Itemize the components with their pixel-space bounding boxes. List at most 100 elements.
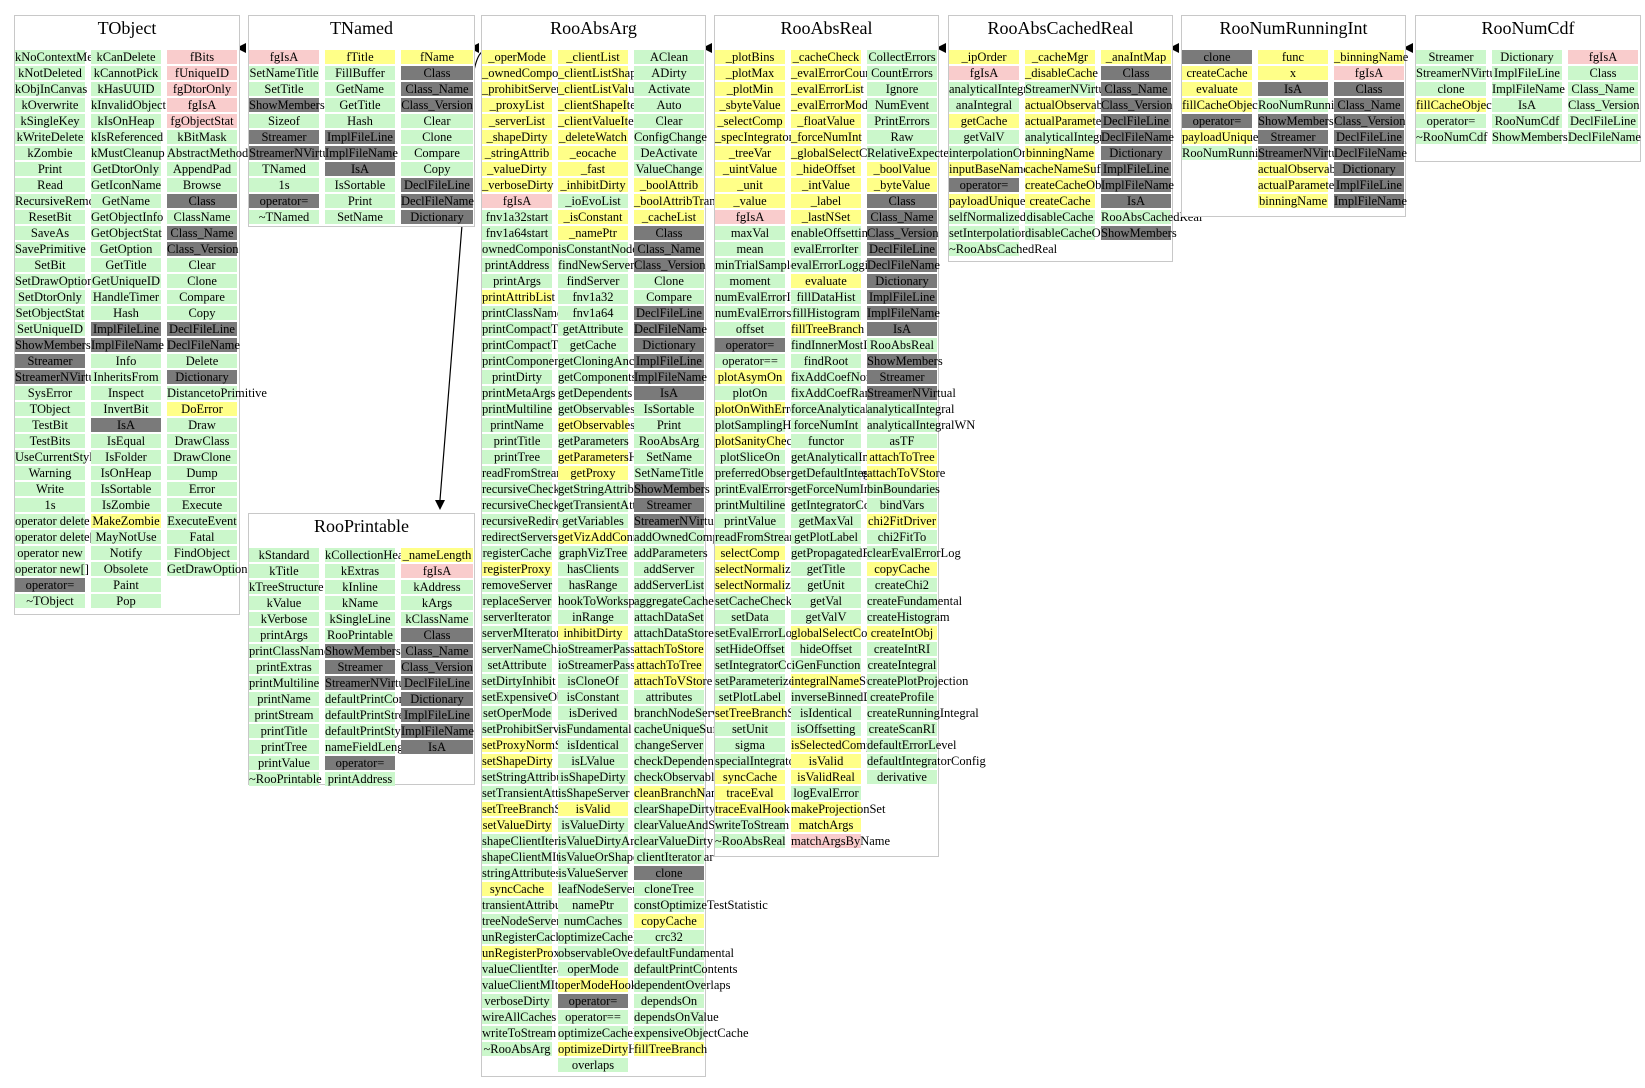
member-delete: Delete (167, 354, 237, 368)
member-getproxy: getProxy (558, 466, 628, 480)
member-executeevent: ExecuteEvent (167, 514, 237, 528)
member-implfileline: ImplFileLine (1101, 162, 1171, 176)
member-createcacheobject: createCacheObject (1025, 178, 1120, 192)
member-implfileline: ImplFileLine (325, 130, 395, 144)
member-kstandard: kStandard (249, 548, 319, 562)
member-implfileline: ImplFileLine (401, 708, 473, 722)
member-drawclass: DrawClass (167, 434, 237, 448)
member-kname: kName (325, 596, 395, 610)
member-tnamed: ~TNamed (249, 210, 319, 224)
member-printvalue: printValue (249, 756, 319, 770)
member-kobjincanvas: kObjInCanvas (15, 82, 88, 96)
member-streamernvirtual: StreamerNVirtual (325, 676, 414, 690)
member-clone: Clone (634, 274, 704, 288)
member-overlaps: overlaps (558, 1058, 628, 1072)
member-column: kCanDelete kCannotPick kHasUUID kInvalidObj… (91, 50, 166, 610)
member-evaluate: evaluate (1182, 82, 1252, 96)
member-funiqueid: fUniqueID (167, 66, 237, 80)
member-browse: Browse (167, 178, 237, 192)
member-clientlist: _clientList (558, 50, 628, 64)
member-tnamed: TNamed (249, 162, 319, 176)
member-selfnormalized: selfNormalized (949, 210, 1027, 224)
member-gettitle: GetTitle (91, 258, 161, 272)
member-implfileline: ImplFileLine (634, 354, 704, 368)
member-iostreamerpass2: ioStreamerPass2 (558, 642, 642, 656)
member-filldatahist: fillDataHist (791, 290, 861, 304)
member-knocontextmenu: kNoContextMenu (15, 50, 106, 64)
member-kextras: kExtras (325, 564, 395, 578)
member-servermiterator: serverMIterator (482, 626, 561, 640)
member-column: CollectErrors CountErrors Ignore NumEvent Pr… (867, 50, 986, 786)
member-getparametershook: getParametersHook (558, 450, 657, 464)
member-class-version: Class_Version (1568, 98, 1640, 112)
class-title: TObject (97, 18, 157, 38)
member-forcenumint: _forceNumInt (791, 130, 862, 144)
member-clear: Clear (167, 258, 237, 272)
member-fgisa: fgIsA (1568, 50, 1638, 64)
member-getname: GetName (325, 82, 395, 96)
member-getpropagatederror: getPropagatedError (791, 546, 889, 560)
member-implfileline: ImplFileLine (1492, 66, 1562, 80)
member-createchi2: createChi2 (867, 578, 937, 592)
member-binboundaries: binBoundaries (867, 482, 940, 496)
member-streamernvirtual: StreamerNVirtual (1258, 146, 1347, 160)
member-streamernvirtual: StreamerNVirtual (1416, 66, 1505, 80)
member-valueclientmiterator: valueClientMIterator (482, 978, 588, 992)
member-plotonwitherrorband: plotOnWithErrorBand (715, 402, 827, 416)
member-recursivecheckdependents: recursiveCheckDependents (482, 482, 619, 496)
member-isconstant: _isConstant (558, 210, 628, 224)
member-printaddress: printAddress (325, 772, 395, 786)
member-bindvars: bindVars (867, 498, 937, 512)
member-numevent: NumEvent (867, 98, 937, 112)
member-sigma: sigma (715, 738, 785, 752)
member-setdirtyinhibit: setDirtyInhibit (482, 674, 556, 688)
member-evalerrorcount: _evalErrorCount (791, 66, 876, 80)
member-registercache: registerCache (482, 546, 552, 560)
member-fast: _fast (558, 162, 628, 176)
member-fnv1a32: fnv1a32 (558, 290, 628, 304)
member-fnv1a32start: fnv1a32start (482, 210, 552, 224)
member-rooabsreal: RooAbsReal (867, 338, 937, 352)
member-showmembers: ShowMembers (867, 354, 943, 368)
member-operator: operator= (325, 756, 395, 770)
member-setobjectstat: SetObjectStat (15, 306, 85, 320)
member-printevalerrors: printEvalErrors (715, 482, 793, 496)
member-implfilename: ImplFileName (1101, 178, 1174, 192)
member-notify: Notify (91, 546, 161, 560)
member-knotdeleted: kNotDeleted (15, 66, 85, 80)
member-getforcenumint: getForceNumInt (791, 482, 874, 496)
member-resetbit: ResetBit (15, 210, 85, 224)
member-printaddress: printAddress (482, 258, 552, 272)
member-verbosedirty: _verboseDirty (482, 178, 554, 192)
member-selectcomp: _selectComp (715, 114, 785, 128)
member-kargs: kArgs (401, 596, 473, 610)
member-nameptr: _namePtr (558, 226, 628, 240)
member-synccache: syncCache (715, 770, 785, 784)
member-invertbit: InvertBit (91, 402, 161, 416)
member-class-version: Class_Version (401, 98, 473, 112)
member-dependentoverlaps: dependentOverlaps (634, 978, 731, 992)
member-print: Print (634, 418, 704, 432)
member-hash: Hash (325, 114, 395, 128)
member-column: _cacheMgr _disableCache StreamerNVirtual ac… (1025, 50, 1133, 242)
member-class: Class (634, 226, 704, 240)
class-box-rooabsarg: RooAbsArg _operMode _ownedComponents _prohi… (481, 15, 782, 1077)
member-integralnamesuffix: integralNameSuffix (791, 674, 891, 688)
member-sbytevalue: _sbyteValue (715, 98, 785, 112)
member-setbit: SetBit (15, 258, 85, 272)
member-disablecacheobject: disableCacheObject (1025, 226, 1125, 240)
member-issortable: IsSortable (91, 482, 161, 496)
member-treenodeserverlist: treeNodeServerList (482, 914, 580, 928)
member-isvalueorshapedirtyandclear: isValueOrShapeDirtyAndClear (558, 850, 714, 864)
member-streamer: Streamer (867, 370, 937, 384)
member-setinterpolationorder: setInterpolationOrder (949, 226, 1057, 240)
class-box-rooabscachedreal: RooAbsCachedReal _ipOrder fgIsA analyticalI… (948, 15, 1202, 262)
member-disablecache: _disableCache (1025, 66, 1098, 80)
member-operator: operator= (249, 194, 319, 208)
member-optimizecachemode: optimizeCacheMode (558, 930, 663, 944)
member-isa: IsA (634, 386, 704, 400)
member-roonumcdf: ~RooNumCdf (1416, 130, 1488, 144)
member-setopermode: setOperMode (482, 706, 552, 720)
member-isconstantnode: isConstantNode (558, 242, 638, 256)
member-clone: Clone (167, 274, 237, 288)
